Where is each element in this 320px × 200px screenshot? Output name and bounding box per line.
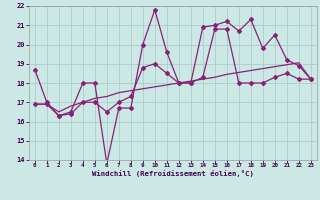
- X-axis label: Windchill (Refroidissement éolien,°C): Windchill (Refroidissement éolien,°C): [92, 170, 254, 177]
